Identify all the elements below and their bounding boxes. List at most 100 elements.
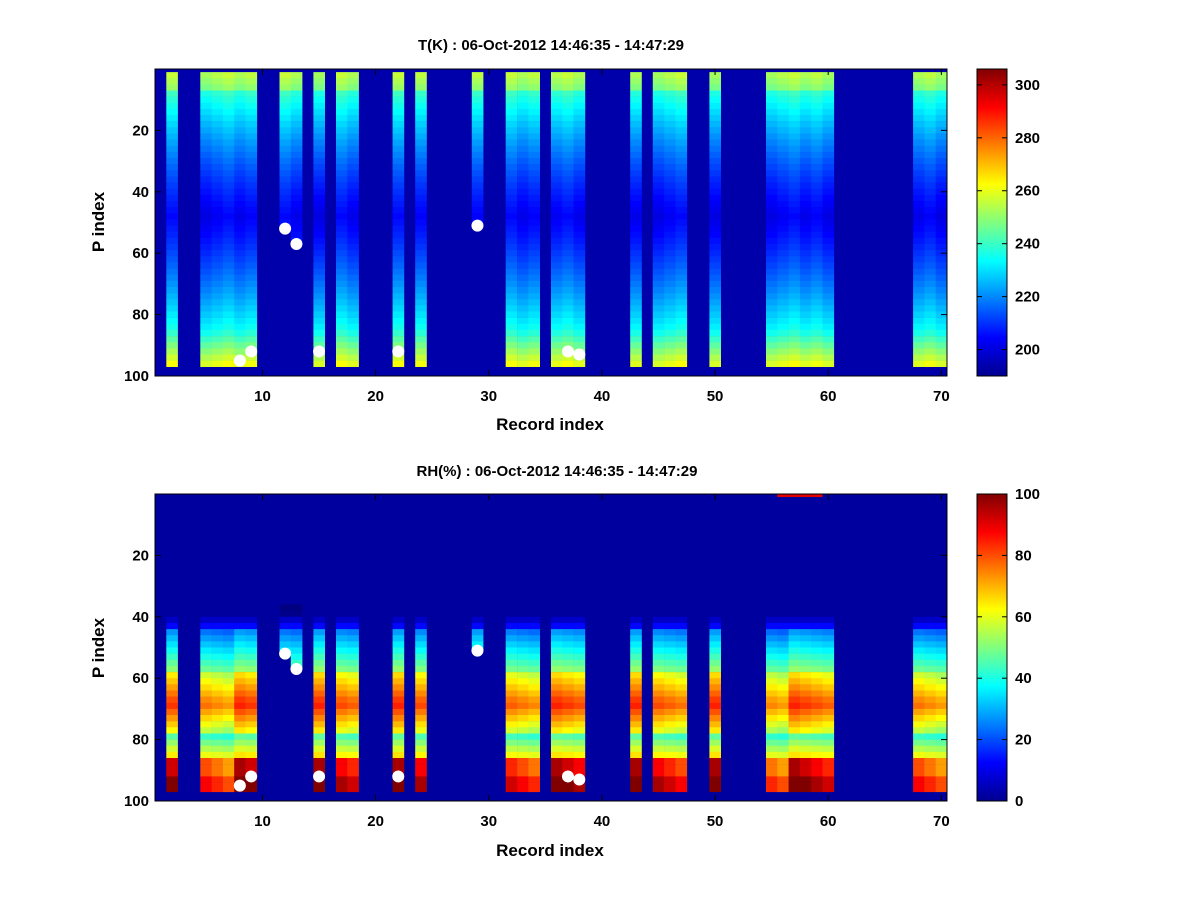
heatmap-cell — [471, 201, 484, 208]
heatmap-cell — [313, 139, 325, 146]
record-column — [664, 616, 676, 793]
heatmap-cell — [211, 354, 224, 361]
heatmap-cell — [811, 751, 823, 759]
heatmap-cell — [652, 684, 665, 691]
heatmap-cell — [709, 250, 721, 257]
data-marker — [245, 345, 258, 358]
heatmap-cell — [822, 764, 835, 771]
heatmap-cell — [222, 250, 235, 257]
heatmap-cell — [630, 342, 642, 349]
heatmap-cell — [562, 268, 574, 275]
heatmap-cell — [630, 293, 642, 300]
heatmap-cell — [347, 629, 359, 636]
heatmap-cell — [777, 317, 789, 325]
heatmap-cell — [777, 690, 789, 697]
heatmap-cell — [799, 690, 812, 697]
heatmap-cell — [777, 194, 789, 202]
y-tick-label: 80 — [132, 732, 149, 749]
heatmap-cell — [347, 250, 359, 257]
humidity-axes-frame — [154, 493, 948, 802]
heatmap-cell — [415, 293, 427, 300]
heatmap-cell — [551, 616, 563, 624]
heatmap-cell — [811, 733, 823, 740]
heatmap-cell — [392, 213, 405, 220]
heatmap-cell — [822, 262, 835, 269]
heatmap-cell — [652, 207, 665, 214]
heatmap-cell — [924, 274, 936, 282]
heatmap-cell — [505, 715, 518, 722]
heatmap-cell — [415, 684, 427, 691]
heatmap-cell — [505, 690, 518, 697]
heatmap-cell — [777, 256, 789, 263]
heatmap-cell — [630, 96, 642, 103]
heatmap-cell — [822, 684, 835, 691]
heatmap-cell — [551, 96, 563, 103]
heatmap-cell — [234, 164, 246, 171]
heatmap-cell — [664, 782, 676, 789]
heatmap-cell — [811, 329, 823, 337]
heatmap-cell — [336, 127, 348, 134]
heatmap-cell — [924, 108, 936, 116]
heatmap-cell — [234, 299, 246, 306]
heatmap-cell — [630, 207, 642, 214]
heatmap-cell — [913, 151, 925, 159]
heatmap-cell — [799, 139, 812, 146]
heatmap-cell — [777, 280, 789, 288]
heatmap-cell — [313, 182, 325, 189]
heatmap-cell — [709, 133, 721, 140]
heatmap-cell — [279, 201, 292, 208]
heatmap-cell — [505, 653, 518, 660]
data-marker — [313, 345, 326, 358]
heatmap-cell — [415, 665, 427, 673]
heatmap-cell — [777, 237, 789, 245]
heatmap-cell — [924, 115, 936, 122]
heatmap-cell — [652, 715, 665, 722]
heatmap-cell — [517, 684, 529, 691]
heatmap-cell — [245, 176, 258, 183]
heatmap-cell — [166, 764, 178, 771]
heatmap-cell — [913, 782, 925, 789]
heatmap-cell — [924, 629, 936, 636]
heatmap-cell — [630, 788, 642, 793]
heatmap-cell — [517, 72, 529, 79]
heatmap-cell — [551, 145, 563, 153]
heatmap-cell — [811, 323, 823, 331]
heatmap-cell — [811, 641, 823, 648]
heatmap-cell — [517, 84, 529, 91]
heatmap-cell — [788, 751, 801, 759]
heatmap-cell — [200, 164, 212, 171]
record-column — [675, 616, 688, 793]
heatmap-cell — [573, 231, 586, 239]
heatmap-cell — [766, 684, 778, 691]
record-column — [245, 616, 258, 793]
heatmap-cell — [166, 672, 178, 679]
heatmap-cell — [811, 702, 823, 710]
heatmap-cell — [822, 622, 835, 630]
heatmap-cell — [336, 336, 348, 343]
record-column — [200, 72, 212, 367]
heatmap-cell — [505, 629, 518, 636]
heatmap-cell — [290, 225, 303, 232]
heatmap-cell — [551, 702, 563, 710]
heatmap-cell — [392, 133, 405, 140]
heatmap-cell — [222, 690, 235, 697]
heatmap-cell — [913, 336, 925, 343]
heatmap-cell — [415, 194, 427, 202]
heatmap-cell — [528, 127, 540, 134]
heatmap-cell — [652, 102, 665, 110]
heatmap-cell — [766, 641, 778, 648]
heatmap-cell — [347, 739, 359, 746]
heatmap-cell — [200, 145, 212, 153]
heatmap-cell — [200, 616, 212, 624]
heatmap-cell — [573, 758, 586, 765]
heatmap-cell — [528, 329, 540, 337]
x-tick-label: 20 — [367, 813, 384, 830]
heatmap-cell — [924, 201, 936, 208]
heatmap-cell — [505, 727, 518, 734]
heatmap-cell — [313, 758, 325, 765]
heatmap-cell — [652, 360, 665, 367]
humidity-x-ticks: 10 20 30 40 50 60 70 — [254, 494, 950, 830]
heatmap-cell — [245, 108, 258, 116]
heatmap-cell — [573, 672, 586, 679]
heatmap-cell — [777, 305, 789, 312]
